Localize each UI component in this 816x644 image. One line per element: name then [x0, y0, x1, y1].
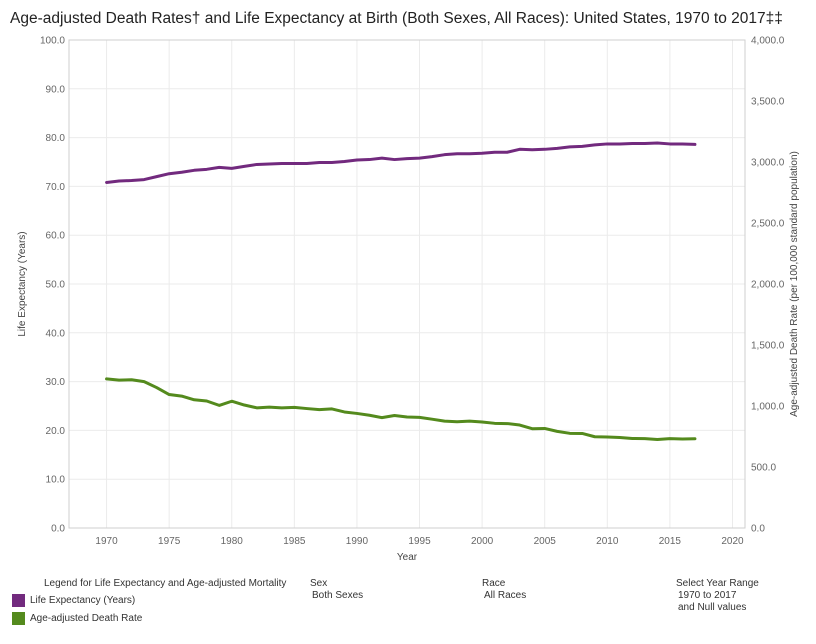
- y-right-tick-label: 1,000.0: [751, 402, 785, 413]
- y-axis-right-label: Age-adjusted Death Rate (per 100,000 sta…: [789, 151, 800, 417]
- y-right-tick-label: 1,500.0: [751, 341, 785, 352]
- y-left-tick-label: 10.0: [46, 475, 66, 486]
- chart-title: Age-adjusted Death Rates† and Life Expec…: [10, 10, 783, 27]
- y-left-tick-label: 50.0: [46, 280, 66, 291]
- filter-sex-value: Both Sexes: [312, 590, 364, 601]
- y-left-tick-label: 20.0: [46, 426, 66, 437]
- life-expectancy-swatch: [12, 593, 25, 607]
- y-right-tick-label: 500.0: [751, 463, 776, 474]
- legend: Legend for Life Expectancy and Age-adjus…: [12, 578, 286, 629]
- y-left-tick-label: 90.0: [46, 84, 66, 95]
- chart-area: 0.0 10.0 20.0 30.0 40.0 50.0 60.0 70.0 80.0 90.0 1…: [17, 36, 800, 564]
- legend-item-life-expectancy[interactable]: Life Expectancy (Years): [12, 593, 286, 607]
- y-right-tick-label: 2,500.0: [751, 219, 785, 230]
- filter-race[interactable]: Race All Races: [482, 578, 526, 602]
- death-rate-line[interactable]: [105, 377, 697, 442]
- tick-layer: 0.0 10.0 20.0 30.0 40.0 50.0 60.0 70.0 80.0 90.0 1…: [40, 36, 785, 548]
- y-right-tick-label: 0.0: [751, 524, 765, 535]
- life-expectancy-line[interactable]: [105, 141, 697, 184]
- filter-year-range[interactable]: Select Year Range 1970 to 2017 and Null …: [676, 578, 759, 614]
- x-tick-label: 1990: [346, 536, 369, 547]
- filter-year-range-extra: and Null values: [678, 602, 747, 613]
- x-tick-label: 2000: [471, 536, 494, 547]
- filter-race-label: Race: [482, 578, 506, 589]
- x-tick-label: 1970: [95, 536, 118, 547]
- filter-sex-label: Sex: [310, 578, 328, 589]
- y-right-tick-label: 3,000.0: [751, 158, 785, 169]
- death-rate-swatch: [12, 611, 25, 625]
- y-left-tick-label: 40.0: [46, 328, 66, 339]
- y-right-tick-label: 2,000.0: [751, 280, 785, 291]
- x-tick-label: 2005: [534, 536, 557, 547]
- y-left-tick-label: 80.0: [46, 133, 66, 144]
- y-left-tick-label: 0.0: [51, 524, 65, 535]
- filter-year-range-value: 1970 to 2017: [678, 590, 737, 601]
- x-tick-label: 2010: [596, 536, 619, 547]
- x-tick-label: 1995: [408, 536, 431, 547]
- x-tick-label: 1985: [283, 536, 306, 547]
- y-left-tick-label: 100.0: [40, 36, 65, 47]
- filter-race-value: All Races: [484, 590, 527, 601]
- x-tick-label: 2015: [659, 536, 682, 547]
- y-left-tick-label: 60.0: [46, 231, 66, 242]
- y-right-tick-label: 4,000.0: [751, 36, 785, 47]
- filter-year-range-label: Select Year Range: [676, 578, 759, 589]
- plot-frame: [68, 39, 746, 529]
- y-axis-left-label: Life Expectancy (Years): [17, 231, 28, 336]
- y-right-tick-label: 3,500.0: [751, 97, 785, 108]
- y-left-tick-label: 30.0: [46, 377, 66, 388]
- x-axis-label: Year: [397, 552, 418, 563]
- legend-heading: Legend for Life Expectancy and Age-adjus…: [44, 578, 287, 589]
- x-tick-label: 1980: [221, 536, 244, 547]
- legend-item-death-rate[interactable]: Age-adjusted Death Rate: [12, 611, 286, 625]
- y-left-tick-label: 70.0: [46, 182, 66, 193]
- series-layer: [105, 141, 697, 442]
- legend-item-label: Age-adjusted Death Rate: [30, 612, 143, 624]
- legend-item-label: Life Expectancy (Years): [30, 594, 136, 606]
- filter-sex[interactable]: Sex Both Sexes: [310, 578, 363, 602]
- x-tick-label: 2020: [721, 536, 744, 547]
- x-tick-label: 1975: [158, 536, 181, 547]
- grid-layer: [69, 39, 745, 529]
